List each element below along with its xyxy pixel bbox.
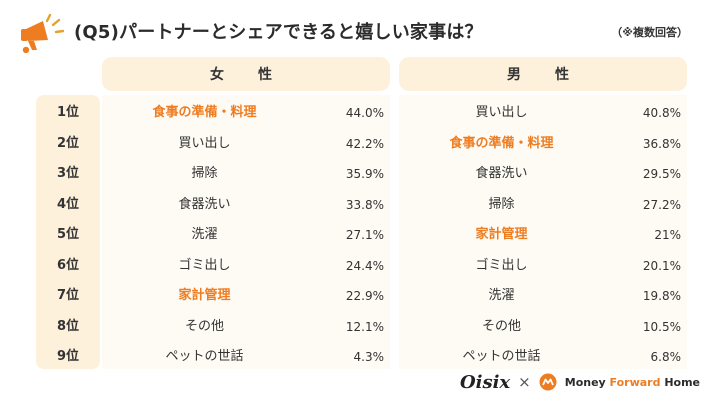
- male-item: 食事の準備・料理: [449, 135, 554, 151]
- male-item: ゴミ出し: [475, 257, 528, 273]
- footer-logos: Oisix × Money Forward Home: [460, 369, 700, 395]
- female-item: ペットの世話: [165, 349, 244, 364]
- mf-text-money: Money: [564, 375, 610, 389]
- female-percentage: 35.9%: [345, 167, 384, 181]
- male-percentage: 27.2%: [642, 197, 681, 212]
- female-column-header: 女 性: [102, 57, 390, 91]
- male-percentage: 6.8%: [650, 350, 682, 364]
- male-percentage: 40.8%: [642, 106, 681, 120]
- oisix-logo: Oisix: [459, 371, 511, 393]
- female-percentage: 42.2%: [345, 136, 384, 151]
- male-item: 洗濯: [488, 288, 515, 303]
- logo-separator: ×: [518, 373, 531, 391]
- male-item: その他: [481, 318, 521, 334]
- female-percentage: 44.0%: [345, 106, 384, 120]
- female-percentage: 4.3%: [353, 350, 385, 364]
- male-percentage: 29.5%: [642, 167, 681, 181]
- rank-label: 1位: [56, 105, 80, 120]
- female-percentage: 27.1%: [345, 228, 384, 242]
- multiple-answer-note: （※複数回答）: [611, 26, 688, 39]
- rank-label: 4位: [56, 196, 80, 212]
- female-item: 食器洗い: [178, 196, 231, 212]
- page-title: (Q5)パートナーとシェアできると嬉しい家事は？: [74, 22, 483, 43]
- female-item: 食事の準備・料理: [152, 105, 257, 120]
- male-percentage: 20.1%: [642, 258, 681, 273]
- male-percentage: 19.8%: [642, 289, 681, 303]
- rank-label: 5位: [56, 227, 80, 242]
- female-percentage: 22.9%: [345, 289, 384, 303]
- male-panel: 買い出し 40.8% 食事の準備・料理 36.8% 食器洗い 29.5% 掃除 27.2% 家計…: [399, 95, 687, 369]
- female-item: 買い出し: [178, 135, 231, 151]
- rank-label: 7位: [56, 288, 80, 303]
- female-percentage: 12.1%: [345, 319, 384, 334]
- male-percentage: 10.5%: [642, 319, 681, 334]
- mf-text-forward: Forward: [609, 375, 661, 389]
- male-item: 家計管理: [475, 227, 528, 242]
- rank-label: 8位: [56, 318, 80, 334]
- female-item: ゴミ出し: [178, 257, 231, 273]
- female-panel: 食事の準備・料理 44.0% 買い出し 42.2% 掃除 35.9% 食器洗い 33.8% 洗濯…: [102, 95, 390, 369]
- male-column-header: 男 性: [399, 57, 687, 91]
- money-forward-logo-icon: [539, 373, 557, 391]
- rank-label: 6位: [56, 257, 80, 273]
- male-item: 掃除: [488, 196, 515, 212]
- rank-label: 9位: [56, 349, 80, 364]
- megaphone-icon: [21, 13, 64, 53]
- mf-text-home: Home: [660, 375, 700, 389]
- male-percentage: 36.8%: [642, 136, 681, 151]
- male-item: ペットの世話: [462, 349, 541, 364]
- female-percentage: 24.4%: [345, 258, 384, 273]
- rank-label: 3位: [56, 166, 80, 181]
- male-item: 買い出し: [475, 105, 528, 120]
- money-forward-home-logo: Money Forward Home: [565, 376, 700, 389]
- male-percentage: 21%: [654, 228, 681, 242]
- female-item: 洗濯: [191, 227, 218, 242]
- female-item: その他: [184, 318, 224, 334]
- rank-column: 1位 2位 3位 4位 5位 6位 7位 8位 9位: [36, 95, 100, 369]
- male-item: 食器洗い: [475, 166, 528, 181]
- female-percentage: 33.8%: [345, 197, 384, 212]
- rank-label: 2位: [56, 135, 80, 151]
- female-item: 家計管理: [178, 288, 231, 303]
- female-item: 掃除: [191, 166, 218, 181]
